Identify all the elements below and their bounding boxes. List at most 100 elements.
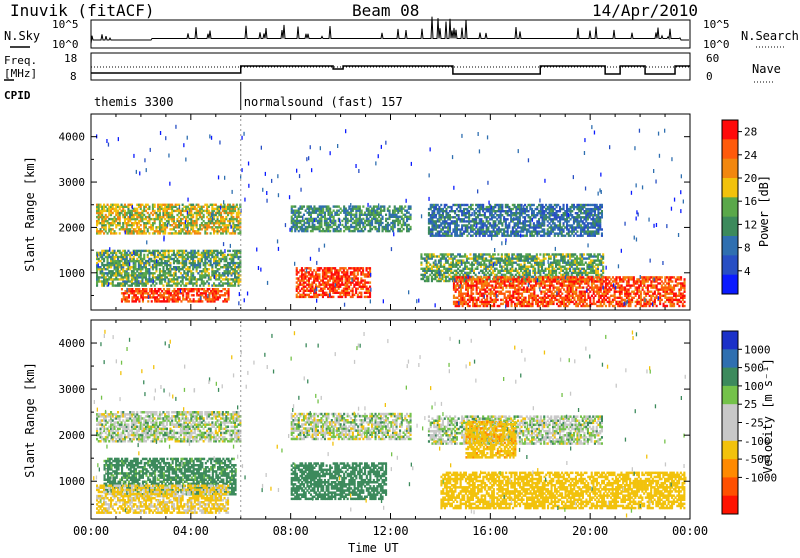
power-echo-cell	[135, 288, 137, 290]
power-echo-cell	[231, 272, 233, 274]
power-echo-cell	[341, 224, 343, 226]
power-echo-cell	[168, 208, 170, 210]
power-echo-cell	[208, 264, 210, 266]
power-echo-cell	[124, 212, 126, 214]
power-echo-cell	[213, 222, 215, 224]
power-echo-cell	[554, 222, 556, 224]
power-echo-cell	[313, 269, 315, 271]
power-echo-cell	[580, 235, 582, 237]
power-echo-cell	[154, 292, 156, 294]
power-echo-cell	[204, 270, 206, 272]
power-echo-cell	[543, 220, 545, 222]
power-echo-cell	[145, 280, 147, 282]
power-echo-cell	[229, 250, 231, 252]
power-echo-cell	[238, 262, 240, 264]
power-echo-cell	[191, 300, 193, 302]
power-echo-cell	[490, 268, 492, 270]
power-echo-cell	[112, 260, 114, 262]
power-echo-cell	[115, 270, 117, 272]
power-echo-cell	[475, 208, 477, 210]
power-echo-cell	[538, 262, 540, 264]
power-echo-cell	[220, 222, 222, 224]
power-echo-cell	[408, 228, 410, 230]
power-echo-cell	[357, 277, 359, 279]
power-echo-cell	[454, 224, 456, 226]
power-echo-cell	[178, 256, 180, 258]
power-echo-cell	[143, 214, 145, 216]
power-echo-cell	[194, 222, 196, 224]
power-echo-cell	[154, 218, 156, 220]
power-echo-cell	[119, 216, 121, 218]
power-echo-cell	[601, 206, 603, 208]
power-echo-cell	[112, 222, 114, 224]
power-echo-cell	[194, 276, 196, 278]
power-echo-cell	[368, 208, 370, 210]
power-echo-cell	[366, 296, 368, 298]
power-echo-cell	[327, 269, 329, 271]
power-echo-cell	[121, 298, 123, 300]
power-echo-cell	[164, 232, 166, 234]
power-echo-cell	[339, 275, 341, 277]
power-echo-cell	[461, 270, 463, 272]
power-echo-cell	[149, 294, 151, 296]
power-echo-cell	[98, 222, 100, 224]
power-echo-cell	[437, 204, 439, 206]
power-echo-cell	[175, 260, 177, 262]
power-echo-cell	[378, 208, 380, 210]
power-echo-cell	[438, 216, 440, 218]
power-echo-cell	[313, 205, 315, 207]
power-echo-cell	[427, 262, 429, 264]
power-echo-cell	[501, 204, 503, 206]
power-echo-cell	[225, 232, 227, 234]
power-echo-cell	[501, 266, 503, 268]
power-echo-cell	[105, 250, 107, 252]
power-echo-cell	[171, 284, 173, 286]
power-echo-cell	[394, 205, 396, 207]
power-echo-cell	[580, 224, 582, 226]
power-echo-cell	[222, 284, 224, 286]
power-echo-cell	[142, 292, 144, 294]
power-echo-cell	[234, 262, 236, 264]
power-echo-cell	[320, 288, 322, 290]
power-echo-cell	[490, 257, 492, 259]
power-echo-cell	[533, 222, 535, 224]
power-echo-cell	[169, 270, 171, 272]
power-echo-cell	[154, 230, 156, 232]
power-echo-cell	[141, 280, 143, 282]
power-echo-cell	[138, 226, 140, 228]
power-echo-cell	[227, 212, 229, 214]
power-echo-cell	[427, 268, 429, 270]
power-echo-cell	[231, 266, 233, 268]
power-echo-cell	[336, 269, 338, 271]
power-echo-cell	[504, 262, 506, 264]
power-echo-cell	[157, 226, 159, 228]
power-echo-cell	[149, 288, 151, 290]
power-echo-cell	[131, 280, 133, 282]
power-echo-cell	[504, 274, 506, 276]
power-echo-cell	[168, 256, 170, 258]
power-echo-cell	[190, 256, 192, 258]
power-echo-cell	[175, 210, 177, 212]
power-echo-cell	[352, 226, 354, 228]
power-echo-cell	[597, 216, 599, 218]
power-echo-cell	[168, 292, 170, 294]
power-echo-cell	[594, 204, 596, 206]
power-echo-cell	[224, 208, 226, 210]
power-echo-cell	[465, 204, 467, 206]
power-echo-cell	[193, 294, 195, 296]
power-echo-cell	[528, 204, 530, 206]
power-echo-cell	[346, 294, 348, 296]
power-echo-cell	[543, 230, 545, 232]
power-echo-cell	[427, 278, 429, 280]
power-echo-cell	[297, 296, 299, 298]
power-echo-cell	[187, 256, 189, 258]
power-echo-cell	[297, 292, 299, 294]
power-echo-cell	[547, 235, 549, 237]
power-echo-cell	[487, 253, 489, 255]
power-echo-cell	[131, 232, 133, 234]
power-echo-cell	[601, 232, 603, 234]
power-echo-cell	[205, 296, 207, 298]
power-echo-cell	[127, 266, 129, 268]
power-echo-cell	[547, 212, 549, 214]
power-echo-cell	[161, 204, 163, 206]
